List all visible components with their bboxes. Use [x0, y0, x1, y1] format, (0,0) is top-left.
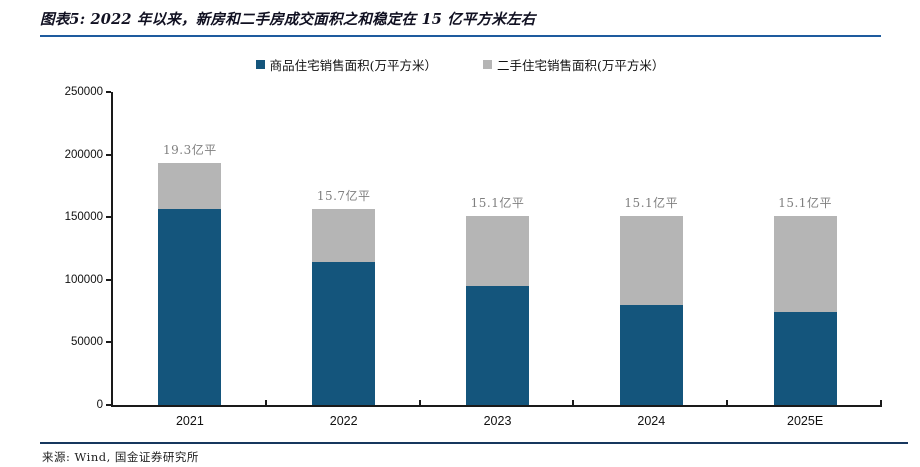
- y-axis-tick-label: 250000: [64, 86, 103, 98]
- x-axis-tick: [264, 400, 267, 405]
- y-axis-line: [111, 92, 113, 407]
- bar-segment-new-home: [773, 312, 837, 405]
- bar-total-label: 15.1亿平: [624, 196, 679, 210]
- chart-legend: 商品住宅销售面积(万平方米） 二手住宅销售面积(万平方米）: [0, 55, 920, 74]
- bar-segment-second-hand: [312, 209, 376, 262]
- source-note: 来源: Wind, 国金证券研究所: [42, 450, 199, 464]
- footer-divider-rule: [40, 442, 908, 444]
- y-axis-tick-label: 200000: [64, 148, 103, 161]
- legend-item-new-home: 商品住宅销售面积(万平方米）: [255, 55, 437, 74]
- y-axis-tick: [106, 341, 111, 344]
- y-axis-tick-label: 50000: [71, 336, 103, 349]
- bar-segment-second-hand: [158, 163, 222, 209]
- x-axis-category-label: 2022: [329, 414, 358, 428]
- bar-segment-second-hand: [773, 216, 837, 312]
- legend-swatch-icon: [483, 60, 492, 69]
- bar-segment-new-home: [312, 262, 376, 405]
- y-axis-tick: [106, 216, 111, 219]
- x-axis-category-label: 2021: [175, 414, 204, 428]
- bar-total-label: 15.7亿平: [316, 189, 371, 203]
- bar-segment-second-hand: [619, 216, 683, 305]
- x-axis-category-label: 2023: [483, 414, 512, 428]
- bar-segment-second-hand: [466, 216, 529, 286]
- legend-label: 二手住宅销售面积(万平方米）: [497, 58, 665, 73]
- x-axis-tick: [572, 400, 575, 405]
- x-axis-tick: [418, 400, 421, 405]
- y-axis-tick: [106, 278, 111, 281]
- bar-total-label: 15.1亿平: [470, 196, 525, 210]
- x-axis-category-label: 2024: [637, 414, 666, 428]
- x-axis-tick: [880, 400, 882, 405]
- legend-swatch-icon: [255, 60, 265, 69]
- y-axis-tick: [106, 153, 111, 156]
- bar-segment-new-home: [466, 286, 529, 405]
- bar-total-label: 19.3亿平: [163, 143, 217, 157]
- x-axis-category-label: 2025E: [787, 414, 824, 428]
- figure-title: 图表5: 2022 年以来，新房和二手房成交面积之和稳定在 15 亿平方米左右: [40, 11, 536, 28]
- y-axis-tick-label: 100000: [64, 273, 103, 286]
- bar-segment-new-home: [158, 209, 222, 405]
- y-axis-tick-label: 150000: [64, 211, 103, 224]
- bar-segment-new-home: [619, 305, 683, 405]
- legend-item-second-hand: 二手住宅销售面积(万平方米）: [483, 55, 664, 74]
- x-axis-tick: [726, 400, 729, 405]
- y-axis-tick: [106, 91, 111, 93]
- y-axis-tick-label: 0: [96, 399, 103, 411]
- x-axis-line: [111, 405, 882, 407]
- bar-total-label: 15.1亿平: [778, 196, 832, 210]
- y-axis-tick: [106, 404, 111, 406]
- title-divider-rule: [40, 35, 881, 37]
- legend-label: 商品住宅销售面积(万平方米）: [269, 58, 437, 73]
